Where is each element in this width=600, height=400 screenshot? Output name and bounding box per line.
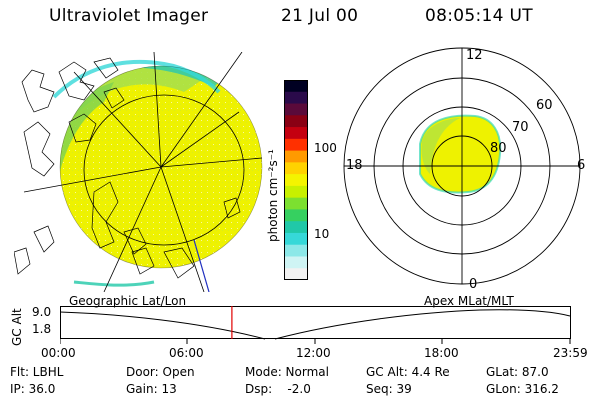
colorbar-band	[284, 91, 308, 105]
mlat-label-80: 80	[490, 141, 507, 156]
geographic-label: Geographic Lat/Lon	[69, 294, 187, 308]
colorbar-band	[284, 138, 308, 152]
instrument-title: Ultraviolet Imager	[49, 6, 209, 26]
info-gc-alt: GC Alt: 4.4 Re	[366, 365, 450, 379]
colorbar-band	[284, 150, 308, 163]
timeline-ytick-1.8: 1.8	[32, 322, 52, 336]
colorbar-band	[284, 174, 308, 187]
polar-plot	[343, 47, 581, 285]
colorbar-band	[284, 209, 308, 222]
header-time: 08:05:14 UT	[425, 6, 533, 26]
mlat-label-60: 60	[536, 98, 553, 113]
geographic-image	[14, 52, 263, 292]
colorbar	[284, 80, 308, 280]
colorbar-tick-100: 100	[314, 141, 337, 155]
timeline-xtick-1200: 12:00	[296, 346, 331, 360]
colorbar-band	[284, 221, 308, 234]
colorbar-band	[284, 197, 308, 211]
mlt-label-0: 0	[469, 277, 478, 292]
timeline-plot	[60, 306, 571, 344]
info-ip: IP: 36.0	[10, 382, 56, 396]
timeline-ytick-9: 9.0	[32, 305, 52, 319]
mlat-label-70: 70	[512, 120, 529, 135]
info-flt: Flt: LBHL	[10, 365, 64, 379]
mlt-label-12: 12	[466, 48, 483, 63]
timeline-xtick-2359: 23:59	[553, 346, 588, 360]
colorbar-band	[284, 103, 308, 116]
mlt-label-6: 6	[577, 158, 586, 173]
colorbar-band	[284, 80, 308, 93]
colorbar-unit-label: photon cm⁻²s⁻¹	[266, 149, 280, 242]
colorbar-band	[284, 256, 308, 269]
info-glon: GLon: 316.2	[486, 382, 559, 396]
header-date: 21 Jul 00	[281, 6, 359, 26]
mlt-label-18: 18	[346, 158, 363, 173]
info-gain: Gain: 13	[126, 382, 177, 396]
colorbar-tick-10: 10	[314, 227, 330, 241]
info-seq: Seq: 39	[366, 382, 412, 396]
colorbar-band	[284, 268, 308, 280]
colorbar-band	[284, 162, 308, 175]
info-dsp: Dsp: -2.0	[245, 382, 311, 396]
timeline-xtick-1800: 18:00	[424, 346, 459, 360]
info-door: Door: Open	[126, 365, 195, 379]
info-mode: Mode: Normal	[245, 365, 329, 379]
timeline-xtick-0000: 00:00	[41, 346, 76, 360]
colorbar-band	[284, 232, 308, 246]
apex-label: Apex MLat/MLT	[424, 294, 514, 308]
timeline-ylabel: GC Alt	[10, 308, 24, 346]
colorbar-band	[284, 244, 308, 258]
info-glat: GLat: 87.0	[486, 365, 549, 379]
colorbar-band	[284, 127, 308, 140]
timeline-xtick-0600: 06:00	[169, 346, 204, 360]
colorbar-band	[284, 185, 308, 199]
colorbar-band	[284, 115, 308, 128]
